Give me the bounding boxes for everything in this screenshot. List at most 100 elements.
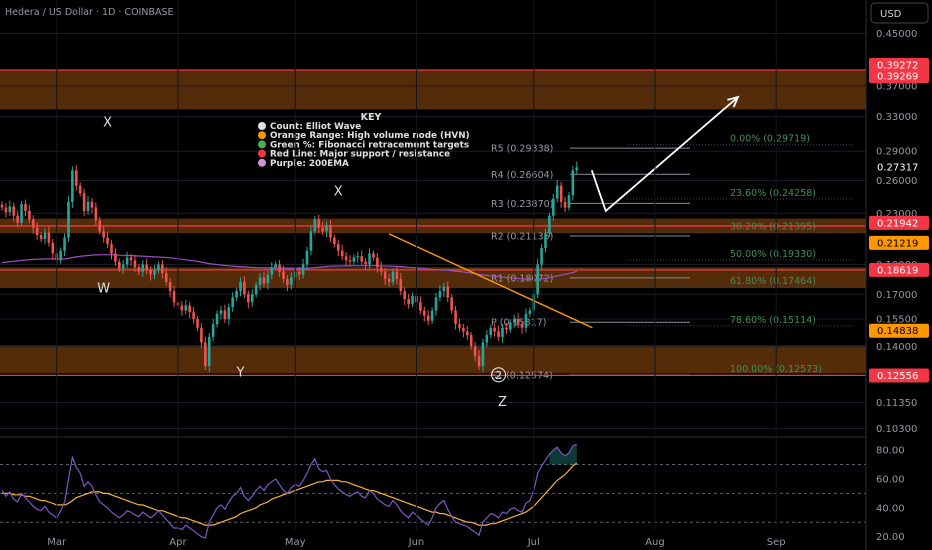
rsi-tick-3: 20.00 bbox=[876, 532, 905, 543]
candle-body-26 bbox=[102, 231, 105, 238]
price-badge-bg-1 bbox=[869, 68, 929, 83]
price-badge-6: 0.14838 bbox=[877, 326, 918, 337]
key-item-2: Green %: Fibonacci retracement targets bbox=[270, 140, 469, 150]
y-tick-1: 0.37000 bbox=[876, 81, 917, 92]
candle-body-104 bbox=[407, 299, 410, 304]
candle-body-126 bbox=[493, 327, 496, 332]
candle-body-125 bbox=[489, 327, 493, 336]
candle-body-7 bbox=[28, 210, 31, 220]
currency-button-label[interactable]: USD bbox=[880, 9, 902, 20]
candle-body-1 bbox=[4, 207, 8, 213]
candle-body-121 bbox=[473, 346, 477, 357]
candle-body-71 bbox=[278, 264, 281, 272]
price-badge-3: 0.21942 bbox=[877, 218, 918, 229]
price-badge-0: 0.39272 bbox=[877, 60, 918, 71]
candle-body-6 bbox=[24, 204, 27, 211]
candle-body-88 bbox=[344, 256, 348, 261]
candle-body-53 bbox=[207, 336, 211, 367]
candle-body-87 bbox=[340, 250, 344, 257]
rsi-tick-0: 80.00 bbox=[876, 446, 905, 457]
candle-body-8 bbox=[31, 219, 35, 228]
candle-body-113 bbox=[442, 286, 446, 292]
candle-body-4 bbox=[16, 215, 19, 223]
candle-body-54 bbox=[211, 324, 215, 337]
price-badge-bg-2 bbox=[869, 160, 929, 175]
candle-body-140 bbox=[548, 215, 551, 234]
candle-body-142 bbox=[555, 185, 559, 199]
candle-body-47 bbox=[184, 305, 188, 311]
key-dot-2 bbox=[258, 140, 266, 149]
x-tick-4: Jul bbox=[527, 537, 540, 548]
wave-label-2: Y bbox=[236, 366, 245, 381]
candle-body-109 bbox=[426, 315, 430, 321]
candle-body-0 bbox=[0, 204, 4, 208]
candle-body-146 bbox=[571, 170, 575, 196]
candle-body-34 bbox=[133, 260, 137, 268]
candle-body-20 bbox=[78, 185, 82, 194]
candle-body-73 bbox=[286, 278, 289, 285]
candle-body-49 bbox=[192, 312, 195, 320]
x-tick-1: Apr bbox=[169, 537, 187, 548]
rsi-tick-1: 60.00 bbox=[876, 474, 905, 485]
candle-body-138 bbox=[540, 248, 543, 265]
candle-body-27 bbox=[106, 237, 109, 245]
candle-body-58 bbox=[227, 307, 231, 320]
key-item-3: Red Line: Major support / resistance bbox=[270, 150, 450, 160]
candle-body-91 bbox=[356, 256, 360, 258]
candle-body-61 bbox=[239, 281, 242, 292]
y-tick-3: 0.29000 bbox=[876, 147, 917, 158]
price-badge-4: 0.21219 bbox=[877, 238, 918, 249]
candle-body-90 bbox=[352, 257, 356, 262]
key-dot-4 bbox=[258, 158, 266, 167]
candle-body-94 bbox=[368, 253, 371, 265]
hvn-zone-2 bbox=[0, 267, 866, 289]
wave-labels: X W Y X 2 Z bbox=[97, 116, 507, 411]
hvn-zone-0 bbox=[0, 69, 866, 110]
fib-label-4: 61.80% (0.17464) bbox=[730, 276, 816, 287]
candle-body-78 bbox=[305, 250, 309, 265]
y-tick-8: 0.15500 bbox=[876, 315, 917, 326]
candle-body-62 bbox=[243, 281, 246, 295]
price-badge-7: 0.12556 bbox=[877, 371, 918, 382]
price-badge-1: 0.39269 bbox=[877, 71, 918, 82]
candle-body-23 bbox=[90, 201, 94, 208]
candle-body-89 bbox=[348, 260, 352, 262]
candle-body-21 bbox=[82, 193, 86, 211]
wave-label-1: W bbox=[97, 282, 110, 297]
candle-body-80 bbox=[313, 219, 317, 232]
candle-body-115 bbox=[450, 297, 453, 311]
candle-body-112 bbox=[438, 291, 442, 298]
candle-body-24 bbox=[94, 207, 98, 221]
candle-body-145 bbox=[567, 195, 571, 208]
pivot-label-2: R3 (0.23870) bbox=[491, 199, 553, 210]
candle-body-28 bbox=[110, 244, 113, 254]
candle-body-83 bbox=[325, 225, 328, 232]
candle-body-31 bbox=[121, 264, 125, 269]
rsi-tick-2: 40.00 bbox=[876, 503, 905, 514]
candle-body-37 bbox=[145, 264, 148, 271]
hvn-zones bbox=[0, 69, 866, 374]
candle-body-123 bbox=[481, 342, 485, 367]
candle-body-72 bbox=[282, 271, 285, 279]
candle-body-9 bbox=[35, 227, 39, 236]
candle-body-122 bbox=[477, 356, 481, 367]
candle-body-16 bbox=[63, 237, 66, 251]
wave-label-3: X bbox=[334, 184, 343, 199]
candle-body-99 bbox=[387, 278, 391, 282]
candle-body-116 bbox=[454, 310, 457, 325]
x-tick-3: Jun bbox=[408, 537, 425, 548]
x-tick-5: Aug bbox=[645, 537, 665, 548]
candle-body-114 bbox=[446, 286, 450, 298]
candle-body-25 bbox=[98, 220, 102, 232]
candle-body-81 bbox=[317, 219, 321, 228]
candle-body-41 bbox=[161, 264, 164, 274]
x-axis-ticks: Mar Apr May Jun Jul Aug Sep bbox=[47, 0, 786, 548]
candle-body-17 bbox=[67, 201, 70, 238]
currency-button-frame[interactable] bbox=[870, 2, 929, 24]
currency-button[interactable]: USD bbox=[870, 2, 929, 24]
price-badge-bg-3 bbox=[869, 215, 929, 230]
price-badge-bg-6 bbox=[869, 323, 929, 338]
